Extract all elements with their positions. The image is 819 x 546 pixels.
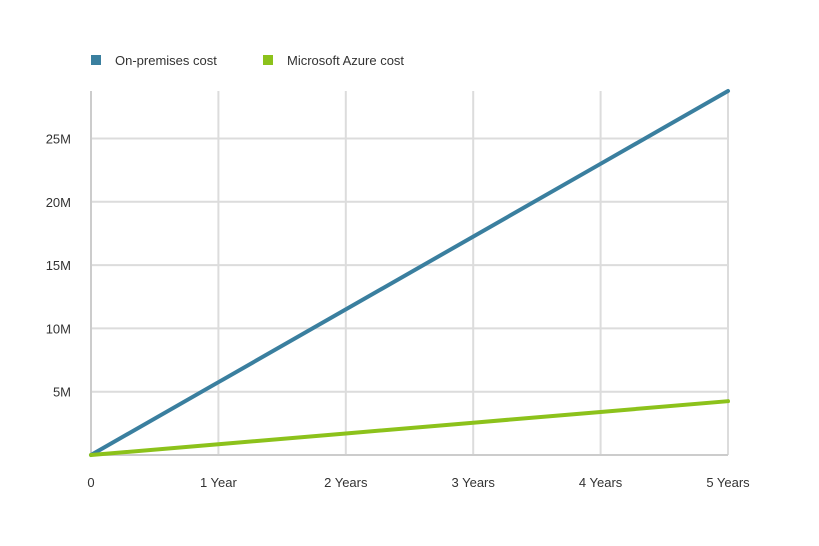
y-tick-label: 10M — [46, 321, 71, 336]
series-line-1 — [89, 399, 730, 457]
legend-label-1: Microsoft Azure cost — [287, 53, 404, 68]
y-tick-label: 25M — [46, 131, 71, 146]
x-tick-label: 3 Years — [452, 475, 496, 490]
x-tick-label: 5 Years — [706, 475, 750, 490]
series-line-0 — [89, 89, 730, 457]
axis-layer: 5M 10M 15M 20M 25M 0 1 Year 2 Years 3 Years 4 Yea… — [46, 91, 750, 490]
x-tick-label: 0 — [87, 475, 94, 490]
x-tick-label: 2 Years — [324, 475, 368, 490]
legend-swatch-0 — [91, 55, 101, 65]
y-tick-label: 5M — [53, 385, 71, 400]
legend: On-premises cost Microsoft Azure cost — [91, 53, 404, 68]
legend-swatch-1 — [263, 55, 273, 65]
x-tick-label: 1 Year — [200, 475, 238, 490]
x-tick-label: 4 Years — [579, 475, 623, 490]
grid-layer — [91, 91, 729, 455]
y-tick-label: 15M — [46, 258, 71, 273]
y-tick-label: 20M — [46, 195, 71, 210]
legend-label-0: On-premises cost — [115, 53, 217, 68]
series-layer — [89, 89, 730, 457]
